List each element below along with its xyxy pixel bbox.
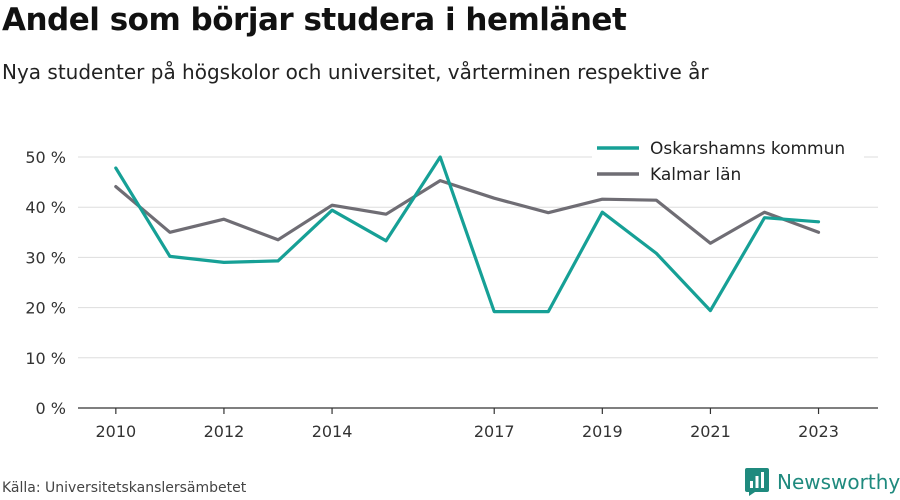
x-tick-label: 2023 [798,422,839,441]
x-tick-label: 2017 [474,422,515,441]
series-line-0 [114,155,821,314]
brand-logo[interactable]: Newsworthy [745,468,900,496]
y-tick-label: 40 % [25,198,66,217]
legend-label: Kalmar län [650,165,741,185]
x-tick-label: 2012 [204,422,245,441]
brand-name: Newsworthy [777,470,900,494]
chart-title: Andel som börjar studera i hemlänet [2,2,627,38]
source-note: Källa: Universitetskanslersämbetet [2,480,247,496]
series-line-1 [114,179,821,245]
y-tick-label: 0 % [36,399,66,418]
legend-label: Oskarshamns kommun [650,139,845,159]
y-tick-label: 10 % [25,349,66,368]
x-tick-label: 2014 [312,422,353,441]
chart-subtitle: Nya studenter på högskolor och universit… [2,60,709,84]
x-tick-label: 2010 [95,422,136,441]
y-tick-label: 50 % [25,148,66,167]
x-tick-label: 2019 [582,422,623,441]
y-tick-label: 30 % [25,248,66,267]
axes: 0 % 10 % 20 % 30 % 40 % 50 % 2010 2012 2014 2017 2… [25,148,878,441]
legend-background [592,134,864,192]
series-lines [114,155,821,314]
bar-chart-logo-icon [745,468,769,496]
line-chart: 0 % 10 % 20 % 30 % 40 % 50 % 2010 2012 2014 2017 2… [25,134,878,441]
y-tick-label: 20 % [25,299,66,318]
x-tick-label: 2021 [690,422,731,441]
legend: Oskarshamns kommun Kalmar län [592,134,864,192]
